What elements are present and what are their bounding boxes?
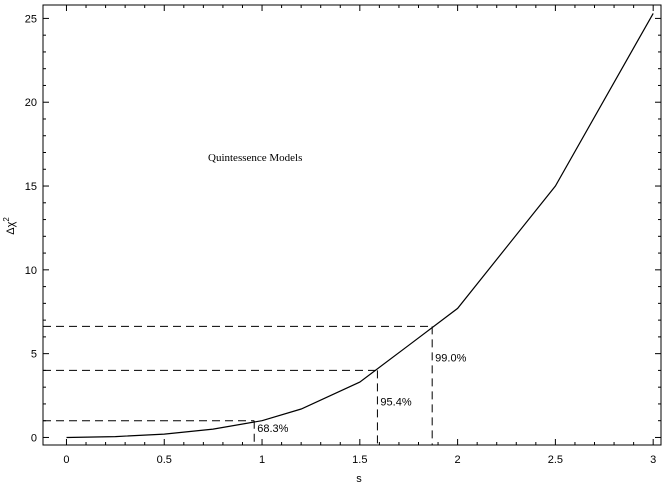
y-tick-label: 20 <box>25 97 37 109</box>
x-tick-label: 3 <box>650 454 656 466</box>
y-axis-label-main: Δχ <box>5 221 17 234</box>
y-tick-label: 10 <box>25 265 37 277</box>
y-axis-label-sup: 2 <box>2 217 11 222</box>
plot-frame <box>42 4 662 446</box>
chart-annotation: Quintessence Models <box>208 152 302 164</box>
y-tick-label: 5 <box>31 349 37 361</box>
confidence-reference-lines: 68.3% 95.4% 99.0% <box>43 325 467 445</box>
dchi2-curve <box>66 13 654 439</box>
y-tick-label: 0 <box>31 432 37 444</box>
confidence-label: 95.4% <box>380 396 411 408</box>
y-tick-label: 15 <box>25 181 37 193</box>
x-tick-label: 2.5 <box>548 454 563 466</box>
x-axis-label: s <box>356 473 362 485</box>
y-axis-ticks: 0 5 10 15 20 25 <box>25 13 661 444</box>
x-axis-ticks: 0 0.5 1 1.5 2 2.5 3 <box>63 5 656 466</box>
x-tick-label: 1.5 <box>352 454 367 466</box>
x-tick-label: 2 <box>455 454 461 466</box>
confidence-label: 68.3% <box>257 423 288 435</box>
x-tick-label: 0.5 <box>157 454 172 466</box>
confidence-label: 99.0% <box>435 352 466 364</box>
y-tick-label: 25 <box>25 13 37 25</box>
y-axis-label: Δχ2 <box>2 217 17 235</box>
x-tick-label: 0 <box>63 454 69 466</box>
x-tick-label: 1 <box>259 454 265 466</box>
